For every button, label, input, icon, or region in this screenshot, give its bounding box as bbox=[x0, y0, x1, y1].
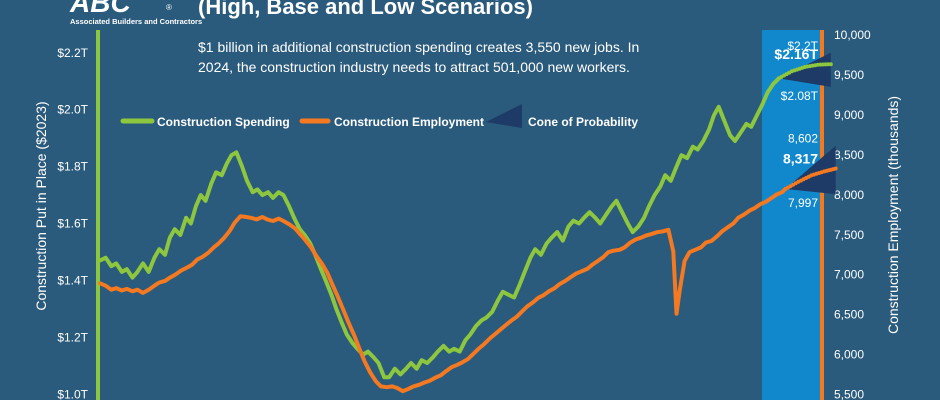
right-tick-label: 9,000 bbox=[834, 108, 864, 122]
abc-logo: ABC ® Associated Builders and Contractor… bbox=[69, 0, 202, 26]
left-tick-label: $1.0T bbox=[57, 387, 88, 400]
forecast-labels: $2.2T$2.16T $2.08T 8,602 8,317 7,997 bbox=[774, 39, 818, 210]
right-tick-label: 7,000 bbox=[834, 268, 864, 282]
forecast-dot-spending bbox=[828, 62, 833, 67]
right-tick-label: 9,500 bbox=[834, 68, 864, 82]
left-tick-label: $1.4T bbox=[57, 273, 88, 287]
right-tick-label: 8,500 bbox=[834, 148, 864, 162]
left-axis-line bbox=[96, 30, 100, 400]
legend-swatch-cone bbox=[486, 104, 522, 128]
forecast-dot-employment bbox=[833, 166, 838, 171]
forecast-dots bbox=[776, 62, 838, 191]
subtitle-line-2: 2024, the construction industry needs to… bbox=[198, 59, 630, 75]
right-tick-label: 6,500 bbox=[834, 308, 864, 322]
logo-org-name: Associated Builders and Contractors bbox=[70, 17, 202, 26]
forecast-panel bbox=[762, 30, 820, 400]
series-lines bbox=[98, 76, 788, 394]
left-tick-label: $1.8T bbox=[57, 160, 88, 174]
forecast-low-label-spending: $2.08T bbox=[781, 89, 819, 103]
right-tick-label: 10,000 bbox=[834, 28, 871, 42]
left-tick-label: $1.6T bbox=[57, 217, 88, 231]
right-axis-ticks: 10,000 9,500 9,000 8,500 8,000 7,500 7,000 6,50… bbox=[834, 28, 871, 400]
cone-spending bbox=[778, 52, 831, 87]
left-tick-label: $2.2T bbox=[57, 46, 88, 60]
left-axis-ticks: $2.2T $2.0T $1.8T $1.6T $1.4T $1.2T $1.0T bbox=[57, 46, 88, 400]
forecast-high-label-spending: $2.2T bbox=[787, 39, 818, 53]
right-tick-label: 5,500 bbox=[834, 388, 864, 400]
forecast-low-label-employment: 7,997 bbox=[788, 196, 818, 210]
line-employment bbox=[98, 187, 788, 394]
subtitle-line-1: $1 billion in additional construction sp… bbox=[198, 39, 639, 55]
chart-title: (High, Base and Low Scenarios) bbox=[198, 0, 533, 19]
legend-label-spending: Construction Spending bbox=[157, 115, 290, 129]
right-axis-title: Construction Employment (thousands) bbox=[885, 96, 901, 334]
forecast-base-label-spending: $2.16T bbox=[774, 46, 818, 62]
line-spending bbox=[98, 76, 781, 380]
right-tick-label: 8,000 bbox=[834, 188, 864, 202]
right-tick-label: 7,500 bbox=[834, 228, 864, 242]
legend-label-employment: Construction Employment bbox=[334, 115, 484, 129]
legend-label-cone: Cone of Probability bbox=[528, 115, 638, 129]
left-axis-title: Construction Put in Place ($2023) bbox=[33, 101, 49, 310]
legend: Construction Spending Construction Emplo… bbox=[120, 104, 638, 129]
forecast-base-label-employment: 8,317 bbox=[783, 150, 818, 166]
right-axis-line bbox=[820, 30, 824, 400]
left-tick-label: $1.2T bbox=[57, 330, 88, 344]
right-tick-label: 6,000 bbox=[834, 348, 864, 362]
left-tick-label: $2.0T bbox=[57, 103, 88, 117]
logo-letters: ABC bbox=[69, 0, 131, 18]
forecast-high-label-employment: 8,602 bbox=[788, 132, 818, 146]
logo-registered-mark: ® bbox=[166, 3, 172, 12]
